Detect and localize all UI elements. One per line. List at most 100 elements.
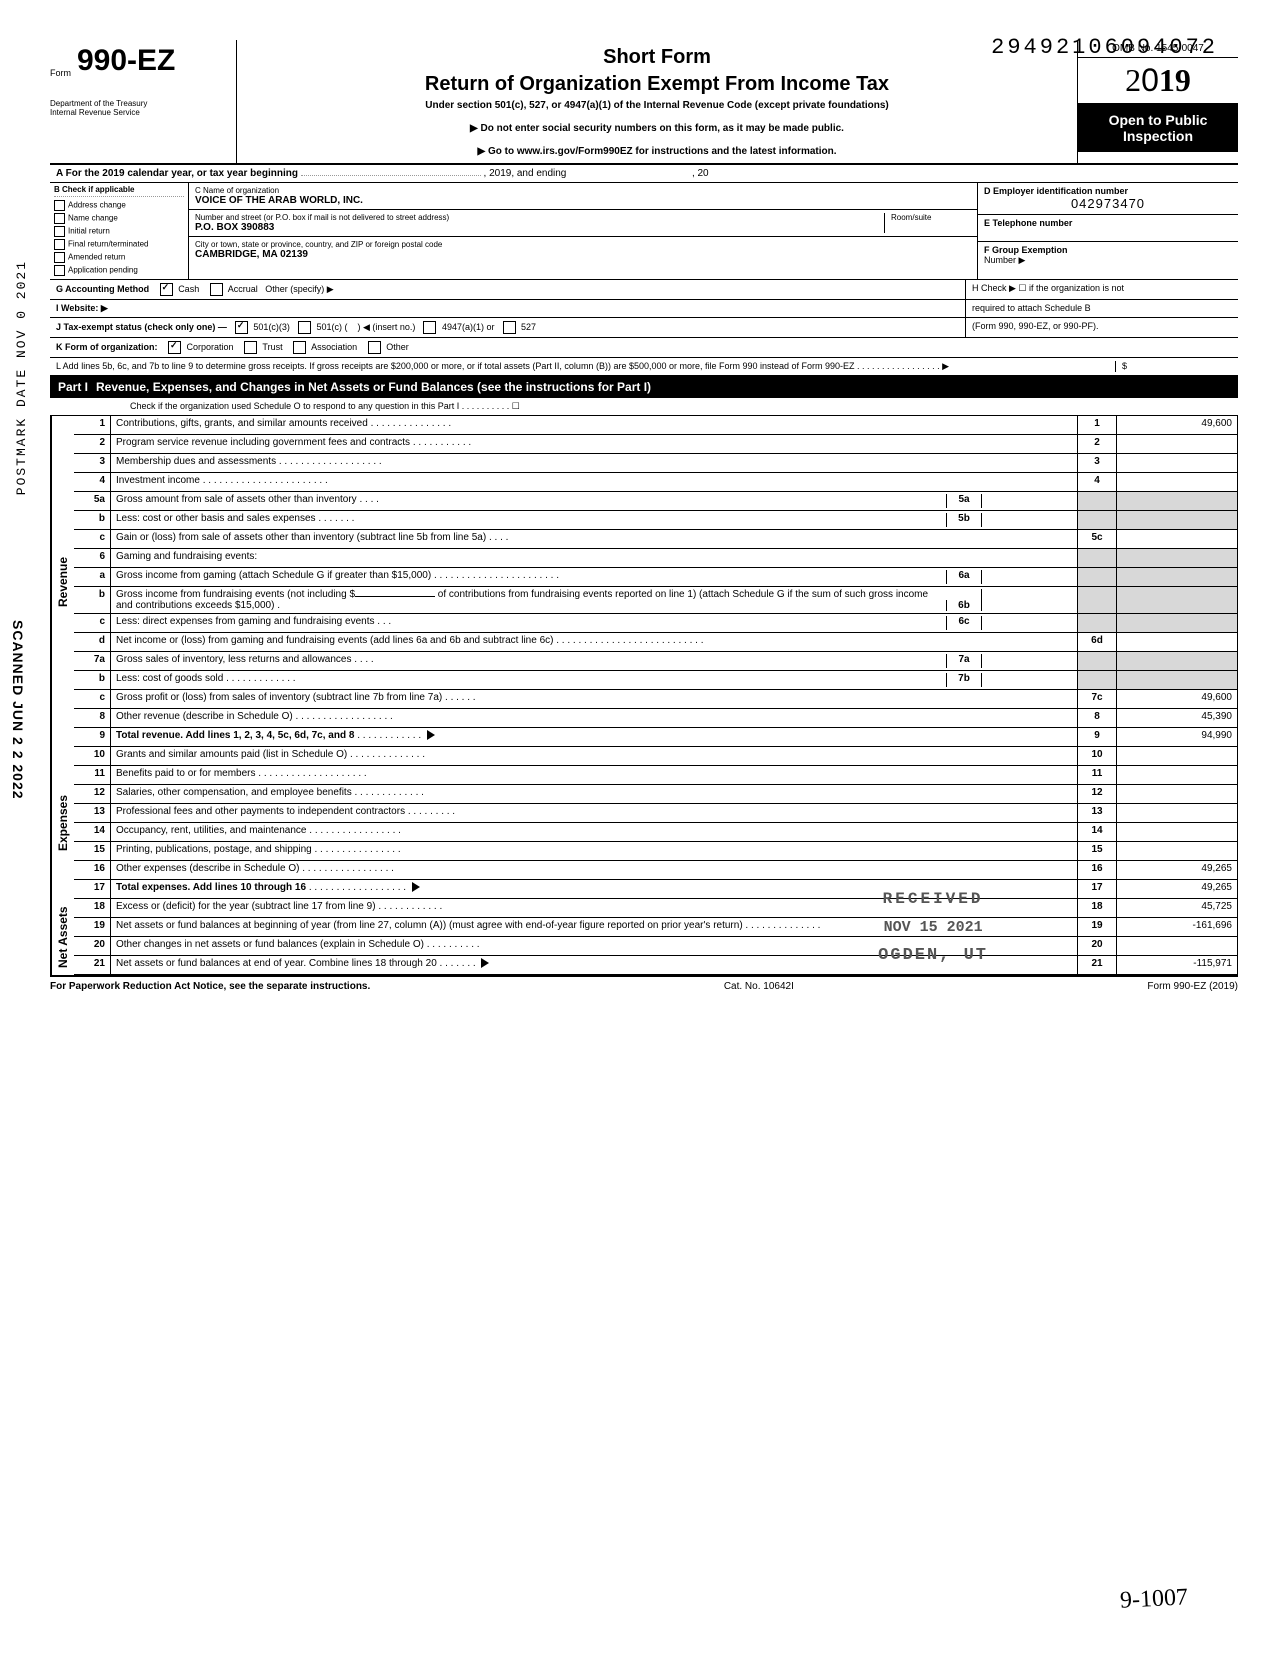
line3-desc: Membership dues and assessments [116,456,276,467]
line6d-desc: Net income or (loss) from gaming and fun… [116,635,553,646]
chk-name[interactable] [54,213,65,224]
chk-amended[interactable] [54,252,65,263]
city-label: City or town, state or province, country… [195,240,971,249]
part1-header: Part I Revenue, Expenses, and Changes in… [50,376,1238,398]
h-label2: required to attach Schedule B [972,303,1091,313]
line18-val: 45,725 [1117,899,1238,917]
net-assets-section: Net Assets 18Excess or (deficit) for the… [50,899,1238,977]
k-assoc: Association [311,342,357,352]
c-label: C Name of organization [195,186,971,195]
row-i: I Website: ▶ required to attach Schedule… [50,300,1238,318]
k-trust: Trust [262,342,282,352]
ein: 042973470 [984,196,1232,211]
net-assets-sidebar: Net Assets [51,899,74,975]
line1-val: 49,600 [1117,416,1238,434]
footer-left: For Paperwork Reduction Act Notice, see … [50,981,370,992]
chk-501c3[interactable] [235,321,248,334]
street-label: Number and street (or P.O. box if mail i… [195,213,884,222]
chk-address[interactable] [54,200,65,211]
j-4947: 4947(a)(1) or [442,322,495,332]
chk-cash[interactable] [160,283,173,296]
footer-mid: Cat. No. 10642I [724,981,794,992]
open-public-2: Inspection [1082,128,1234,144]
chk-501c[interactable] [298,321,311,334]
j-527: 527 [521,322,536,332]
line17-desc: Total expenses. Add lines 10 through 16 [116,882,306,893]
i-label: I Website: ▶ [56,303,108,313]
line2-desc: Program service revenue including govern… [116,437,410,448]
row-a-mid: , 2019, and ending [484,168,567,179]
chk-final[interactable] [54,239,65,250]
part1-check: Check if the organization used Schedule … [50,398,1238,416]
line5c-desc: Gain or (loss) from sale of assets other… [116,532,486,543]
line6b-pre: Gross income from fundraising events (no… [116,589,355,600]
row-l: L Add lines 5b, 6c, and 7b to line 9 to … [50,358,1238,376]
j-501c3: 501(c)(3) [253,322,290,332]
line16-desc: Other expenses (describe in Schedule O) [116,863,299,874]
opt-final: Final return/terminated [68,240,148,249]
line7c-val: 49,600 [1117,690,1238,708]
line21-desc: Net assets or fund balances at end of ye… [116,958,437,969]
opt-name: Name change [68,214,118,223]
row-j: J Tax-exempt status (check only one) — 5… [50,318,1238,338]
arrow-icon [412,882,420,892]
j-insert: ) ◀ (insert no.) [358,322,416,332]
chk-assoc[interactable] [293,341,306,354]
f-label: F Group Exemption [984,245,1068,255]
line10-desc: Grants and similar amounts paid (list in… [116,749,347,760]
line7b-desc: Less: cost of goods sold [116,673,223,684]
row-k: K Form of organization: Corporation Trus… [50,338,1238,358]
chk-4947[interactable] [423,321,436,334]
subtitle: Under section 501(c), 527, or 4947(a)(1)… [247,100,1067,111]
line13-desc: Professional fees and other payments to … [116,806,405,817]
line7c-desc: Gross profit or (loss) from sales of inv… [116,692,442,703]
opt-amended: Amended return [68,253,125,262]
chk-kother[interactable] [368,341,381,354]
line8-val: 45,390 [1117,709,1238,727]
footer: For Paperwork Reduction Act Notice, see … [50,977,1238,992]
expenses-section: Expenses 10Grants and similar amounts pa… [50,747,1238,899]
chk-accrual[interactable] [210,283,223,296]
revenue-sidebar: Revenue [51,416,74,747]
scanned-stamp: SCANNED JUN 2 2 2022 [10,620,26,800]
city: CAMBRIDGE, MA 02139 [195,249,308,260]
line20-desc: Other changes in net assets or fund bala… [116,939,424,950]
expenses-sidebar: Expenses [51,747,74,899]
line6c-desc: Less: direct expenses from gaming and fu… [116,616,374,627]
line19-val: -161,696 [1117,918,1238,936]
line6a-desc: Gross income from gaming (attach Schedul… [116,570,431,581]
opt-address: Address change [68,201,126,210]
chk-trust[interactable] [244,341,257,354]
line11-desc: Benefits paid to or for members [116,768,256,779]
form-number: 990-EZ [77,44,175,78]
chk-application[interactable] [54,265,65,276]
dln-number: 29492106094072 [991,35,1218,60]
k-label: K Form of organization: [56,342,158,352]
street: P.O. BOX 390883 [195,222,274,233]
line17-val: 49,265 [1117,880,1238,898]
handwritten-note: 9-1007 [1119,1584,1188,1615]
k-corp: Corporation [187,342,234,352]
row-a: A For the 2019 calendar year, or tax yea… [50,165,1238,183]
line6-desc: Gaming and fundraising events: [111,549,1078,567]
part1-title: Revenue, Expenses, and Changes in Net As… [96,380,651,394]
l-dollar: $ [1122,361,1127,371]
k-other: Other [386,342,409,352]
chk-initial[interactable] [54,226,65,237]
postmark-stamp: POSTMARK DATE NOV 0 2021 [14,260,29,495]
check-if-label: Check if applicable [62,185,134,194]
part1-label: Part I [58,380,96,394]
room-label: Room/suite [891,213,971,222]
chk-corp[interactable] [168,341,181,354]
arrow-icon [427,730,435,740]
chk-527[interactable] [503,321,516,334]
footer-right: Form 990-EZ (2019) [1147,981,1238,992]
j-label: J Tax-exempt status (check only one) — [56,322,227,332]
main-title: Return of Organization Exempt From Incom… [247,73,1067,96]
line14-desc: Occupancy, rent, utilities, and maintena… [116,825,306,836]
f-label2: Number ▶ [984,255,1025,265]
opt-initial: Initial return [68,227,110,236]
line9-desc: Total revenue. Add lines 1, 2, 3, 4, 5c,… [116,730,354,741]
line19-desc: Net assets or fund balances at beginning… [116,920,743,931]
row-a-end: , 20 [692,168,709,179]
